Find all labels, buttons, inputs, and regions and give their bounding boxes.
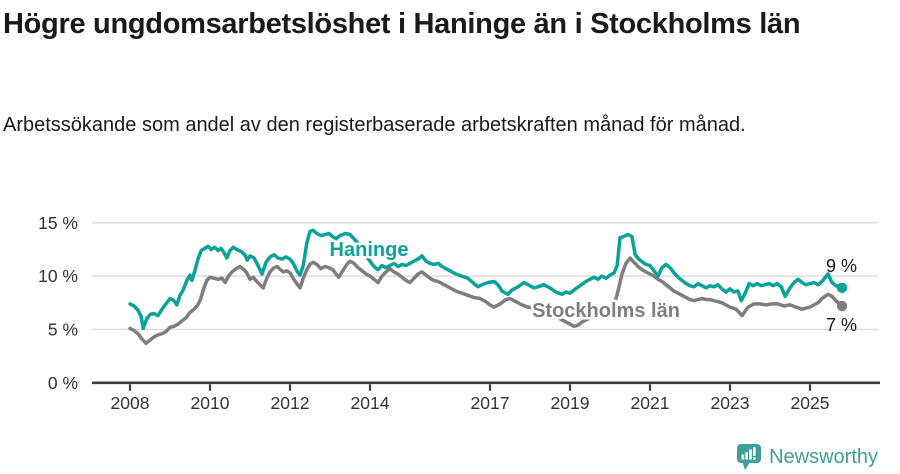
series-end-dot	[836, 282, 848, 294]
logo-bubble-shape	[737, 444, 762, 470]
x-tick-label: 2023	[711, 393, 750, 413]
newsworthy-wordmark: Newsworthy	[769, 445, 878, 468]
newsworthy-logo-icon	[737, 444, 762, 470]
haninge-line	[128, 228, 844, 331]
chart-subtitle: Arbetssökande som andel av den registerb…	[3, 114, 746, 136]
x-tick-label: 2021	[631, 393, 670, 413]
end-value-label: 7 %	[826, 315, 857, 335]
logo-bar-tall	[749, 449, 752, 460]
y-tick-label: 0 %	[48, 373, 78, 393]
x-tick-label: 2019	[551, 393, 590, 413]
series-label: Haninge	[330, 239, 409, 261]
x-tick-label: 2008	[111, 393, 150, 413]
page-title: Högre ungdomsarbetslöshet i Haninge än i…	[3, 8, 801, 40]
x-tick-label: 2025	[791, 393, 830, 413]
x-tick-label: 2014	[351, 393, 390, 413]
y-tick-label: 10 %	[38, 266, 78, 286]
series-label: Stockholms län	[532, 300, 680, 322]
logo-bar-medium	[745, 452, 749, 460]
y-tick-label: 5 %	[48, 319, 78, 339]
x-tick-label: 2012	[271, 393, 310, 413]
series-end-dot	[836, 300, 848, 312]
end-value-label: 9 %	[826, 256, 857, 276]
x-tick-label: 2017	[471, 393, 510, 413]
newsworthy-branding[interactable]: Newsworthy	[736, 443, 878, 471]
logo-bar-small	[741, 454, 745, 460]
stockholms-l-n-line	[128, 256, 844, 346]
y-tick-label: 15 %	[38, 213, 78, 233]
logo-exclamation-bar	[753, 447, 756, 456]
x-tick-label: 2010	[191, 393, 230, 413]
logo-exclamation-dot	[753, 457, 756, 460]
